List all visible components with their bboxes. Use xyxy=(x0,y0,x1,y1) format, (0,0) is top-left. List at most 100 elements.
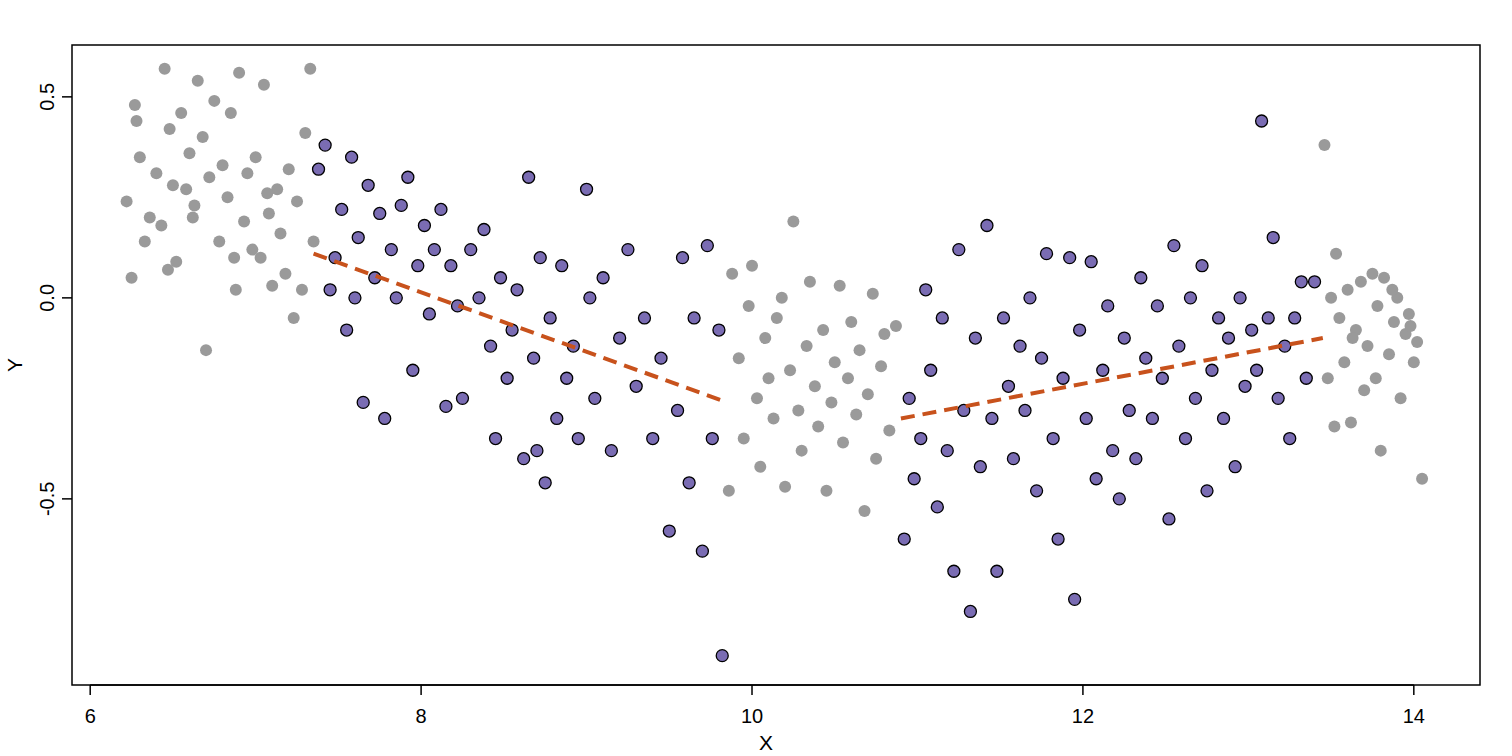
point xyxy=(561,372,573,384)
point xyxy=(230,284,242,296)
x-tick-label: 14 xyxy=(1403,705,1425,727)
point xyxy=(445,260,457,272)
point xyxy=(1371,300,1383,312)
point xyxy=(225,107,237,119)
point xyxy=(792,404,804,416)
point xyxy=(1074,324,1086,336)
point xyxy=(1383,348,1395,360)
point xyxy=(1069,593,1081,605)
point xyxy=(402,171,414,183)
point xyxy=(622,244,634,256)
point xyxy=(1375,445,1387,457)
point xyxy=(1267,232,1279,244)
point xyxy=(139,236,151,248)
point xyxy=(336,203,348,215)
point xyxy=(213,236,225,248)
point xyxy=(1322,372,1334,384)
point xyxy=(1378,272,1390,284)
point xyxy=(845,316,857,328)
point xyxy=(1080,412,1092,424)
point xyxy=(1325,292,1337,304)
point xyxy=(597,272,609,284)
point xyxy=(362,179,374,191)
point xyxy=(776,292,788,304)
point xyxy=(495,272,507,284)
point xyxy=(1309,276,1321,288)
point xyxy=(150,167,162,179)
point xyxy=(801,340,813,352)
point xyxy=(1052,533,1064,545)
point xyxy=(1151,300,1163,312)
point xyxy=(981,220,993,232)
point xyxy=(812,421,824,433)
point xyxy=(809,380,821,392)
point xyxy=(683,477,695,489)
point xyxy=(768,412,780,424)
point xyxy=(1168,240,1180,252)
point xyxy=(986,412,998,424)
point xyxy=(936,312,948,324)
point xyxy=(1386,284,1398,296)
point xyxy=(751,392,763,404)
point xyxy=(1118,332,1130,344)
y-axis-label: Y xyxy=(3,358,26,372)
point xyxy=(1002,380,1014,392)
x-tick-label: 12 xyxy=(1072,705,1094,727)
point xyxy=(544,312,556,324)
point xyxy=(931,501,943,513)
point xyxy=(1146,412,1158,424)
point xyxy=(787,215,799,227)
point xyxy=(233,67,245,79)
point xyxy=(1251,364,1263,376)
point xyxy=(197,131,209,143)
point xyxy=(779,481,791,493)
point xyxy=(162,264,174,276)
point xyxy=(605,445,617,457)
point xyxy=(908,473,920,485)
point xyxy=(1163,513,1175,525)
point xyxy=(1284,433,1296,445)
point xyxy=(1173,340,1185,352)
point xyxy=(1014,340,1026,352)
point xyxy=(288,312,300,324)
point xyxy=(1234,292,1246,304)
point xyxy=(1130,453,1142,465)
point xyxy=(1223,332,1235,344)
point xyxy=(1405,320,1417,332)
point xyxy=(556,260,568,272)
plot-area xyxy=(121,63,1428,662)
point xyxy=(1345,416,1357,428)
point xyxy=(159,63,171,75)
point xyxy=(478,224,490,236)
point xyxy=(706,433,718,445)
point xyxy=(655,352,667,364)
point xyxy=(435,203,447,215)
point xyxy=(796,445,808,457)
point xyxy=(501,372,513,384)
fit-line xyxy=(901,338,1323,418)
point xyxy=(283,163,295,175)
point xyxy=(870,453,882,465)
point xyxy=(1403,308,1415,320)
y-tick-label: 0.5 xyxy=(36,83,58,111)
point xyxy=(677,252,689,264)
point xyxy=(1333,312,1345,324)
point xyxy=(1330,248,1342,260)
x-tick xyxy=(420,685,422,695)
point xyxy=(867,288,879,300)
point xyxy=(1140,352,1152,364)
point xyxy=(341,324,353,336)
point xyxy=(440,400,452,412)
plot-frame xyxy=(72,45,1480,685)
point xyxy=(713,324,725,336)
point xyxy=(379,412,391,424)
point xyxy=(1047,433,1059,445)
point xyxy=(313,163,325,175)
point xyxy=(238,215,250,227)
point xyxy=(349,292,361,304)
point xyxy=(997,312,1009,324)
point xyxy=(1355,276,1367,288)
point xyxy=(1239,380,1251,392)
point xyxy=(203,171,215,183)
point xyxy=(898,533,910,545)
